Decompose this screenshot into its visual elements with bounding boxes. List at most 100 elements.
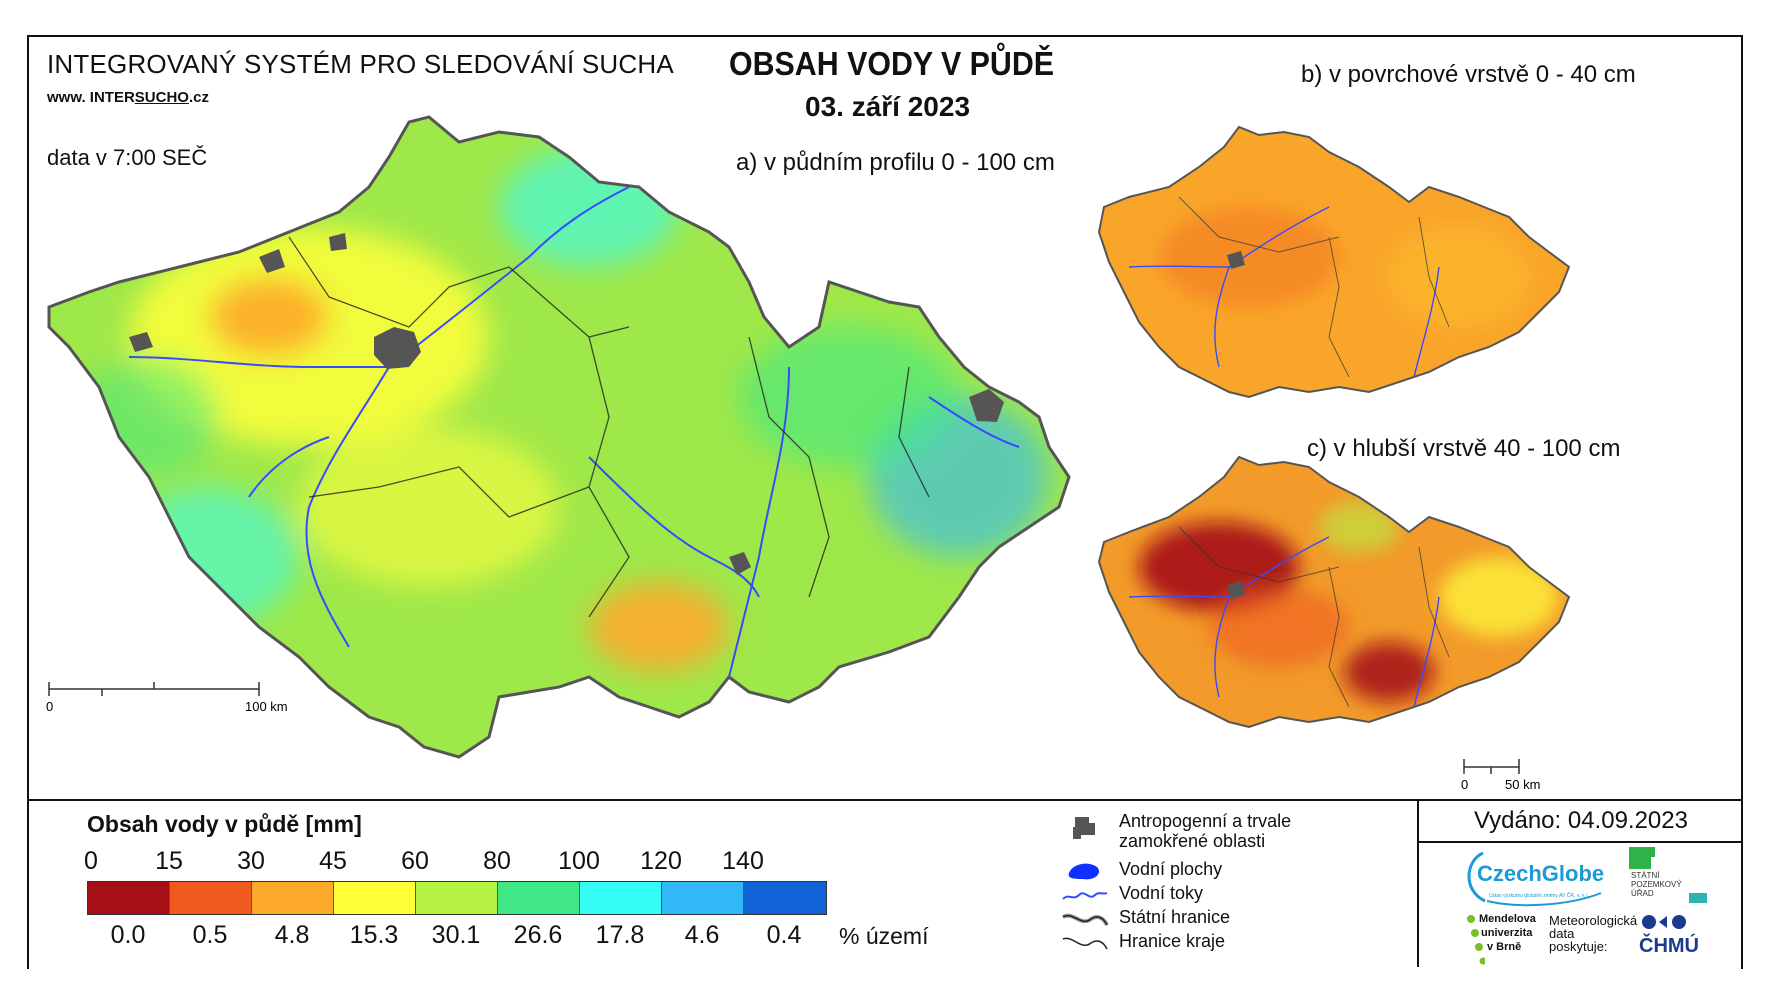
river-icon <box>1062 892 1108 900</box>
scale-end-label: 100 km <box>245 699 288 714</box>
deep-map-label: c) v hlubší vrstvě 40 - 100 cm <box>1307 435 1621 462</box>
mendelu-line-1: Mendelova <box>1479 913 1536 925</box>
surface-river-4 <box>1413 266 1440 378</box>
deep-river-1 <box>1214 596 1230 698</box>
figure-frame: INTEGROVANÝ SYSTÉM PRO SLEDOVÁNÍ SUCHA w… <box>27 35 1743 969</box>
maps-svg: 0 100 km <box>46 115 1571 792</box>
state-border-line <box>1062 914 1108 926</box>
region-border-3 <box>588 336 630 618</box>
river-ohre <box>128 356 389 369</box>
spu-text: STÁTNÍ POZEMKOVÝ ÚŘAD <box>1631 871 1682 898</box>
legend-swatch-8 <box>744 882 826 914</box>
map-area: INTEGROVANÝ SYSTÉM PRO SLEDOVÁNÍ SUCHA w… <box>29 37 1741 797</box>
surface-state-border <box>1097 125 1571 399</box>
urban-icon-shape <box>1073 817 1095 839</box>
chmu-symbol-icon <box>1642 915 1686 929</box>
legend-percent-8: 0.4 <box>766 921 802 949</box>
main-cyan-zone-sw <box>119 487 299 627</box>
river-vltava <box>305 366 390 648</box>
legend-percent-4: 30.1 <box>431 921 481 949</box>
deep-green-zone-n <box>1319 502 1399 552</box>
mendelu-line-2: univerzita <box>1481 927 1533 939</box>
system-name: INTEGROVANÝ SYSTÉM PRO SLEDOVÁNÍ SUCHA <box>47 49 674 79</box>
map-date: 03. září 2023 <box>805 91 971 122</box>
legend-tick-0: 0 <box>84 847 98 875</box>
mendelu-line-3: v Brně <box>1487 941 1522 953</box>
water-body-shape <box>1068 863 1100 880</box>
region-border-line <box>1062 937 1108 950</box>
surface-border-2 <box>1328 236 1350 378</box>
river-odra <box>928 396 1020 448</box>
main-region-borders <box>288 236 930 618</box>
legend-river-label: Vodní toky <box>1119 883 1204 903</box>
mendelu-logo: Mendelova univerzita v Brně <box>1465 911 1545 967</box>
deep-map <box>1097 455 1571 729</box>
meteo-line-2: data <box>1549 926 1575 941</box>
spu-logo: STÁTNÍ POZEMKOVÝ ÚŘAD <box>1629 847 1709 907</box>
main-map-label: a) v půdním profilu 0 - 100 cm <box>736 149 1055 176</box>
legend-tick-4: 60 <box>401 847 429 875</box>
legend-color-ramp <box>87 881 827 915</box>
urban-ostrava <box>969 389 1004 422</box>
czechglobe-logo: CzechGlobe Ústav výzkumu globální změny … <box>1461 847 1606 909</box>
website: www. INTERSUCHO.cz <box>47 89 209 106</box>
website-prefix: www. INTER <box>47 89 135 106</box>
surface-border-1 <box>1178 196 1340 253</box>
urban-brno <box>729 552 751 575</box>
river-icon-line <box>1062 892 1108 900</box>
region-border-5 <box>898 366 930 498</box>
urban-praha <box>374 327 421 369</box>
legend-tick-7: 120 <box>640 847 682 875</box>
czechglobe-subtitle: Ústav výzkumu globální změny AV ČR, v. v… <box>1489 893 1590 899</box>
deep-river-3 <box>1128 595 1230 598</box>
website-brand: SUCHO <box>134 89 189 106</box>
legend-percent-5: 26.6 <box>513 921 563 949</box>
region-border-4 <box>748 336 830 598</box>
legend-tick-3: 45 <box>319 847 347 875</box>
deep-border-3 <box>1418 546 1450 658</box>
data-time: data v 7:00 SEČ <box>47 145 208 170</box>
deep-urban-praha <box>1227 581 1245 599</box>
small-scale-bar: 0 50 km <box>1461 759 1540 792</box>
legend-region-border-label: Hranice kraje <box>1119 931 1226 951</box>
water-body-icon <box>1068 863 1100 880</box>
spu-teal-mark <box>1689 893 1707 903</box>
percent-unit: % území <box>839 923 929 949</box>
czechglobe-arc-icon <box>1467 851 1602 907</box>
spu-green-tab <box>1651 847 1655 857</box>
deep-river-4 <box>1413 596 1440 708</box>
chmu-credit: Meteorologická data poskytuje: ČHMÚ <box>1549 913 1739 965</box>
meteo-line-1: Meteorologická <box>1549 913 1638 928</box>
legend-swatch-4 <box>416 882 498 914</box>
main-orange-zone-nw <box>209 277 329 357</box>
deep-yellow-zone-e <box>1439 557 1559 637</box>
urban-ustecko <box>259 249 285 273</box>
legend-swatch-6 <box>580 882 662 914</box>
legend-swatch-1 <box>170 882 252 914</box>
surface-river-1 <box>1214 266 1230 368</box>
main-state-border <box>47 115 1071 759</box>
chmu-name: ČHMÚ <box>1639 935 1699 957</box>
main-green-zone-e <box>739 327 959 467</box>
legend-state-border-label: Státní hranice <box>1119 907 1231 927</box>
small-scale-start-label: 0 <box>1461 777 1468 792</box>
legend-urban-label: Antropogenní a trvale zamokřené oblasti <box>1119 811 1294 851</box>
small-scale-end-label: 50 km <box>1505 777 1540 792</box>
river-jihlava <box>588 456 760 598</box>
main-map <box>47 115 1071 759</box>
legend-swatch-5 <box>498 882 580 914</box>
surface-border-3 <box>1418 216 1450 328</box>
legend-percent-6: 17.8 <box>595 921 645 949</box>
state-border-icon <box>1061 913 1109 926</box>
main-cyan-zone-n <box>499 147 679 267</box>
deep-state-border <box>1097 455 1571 729</box>
legend-urban-text: Antropogenní a trvale zamokřené oblasti <box>1119 811 1292 851</box>
surface-light-zone <box>1389 227 1529 327</box>
legend-swatch-3 <box>334 882 416 914</box>
main-green-zone-w <box>79 357 219 477</box>
main-yellow-zone-c <box>299 427 559 587</box>
legend-percent-0: 0.0 <box>110 921 146 949</box>
urban-nw <box>129 332 153 352</box>
deep-border-1 <box>1178 526 1340 583</box>
meteo-line-3: poskytuje: <box>1549 939 1608 954</box>
